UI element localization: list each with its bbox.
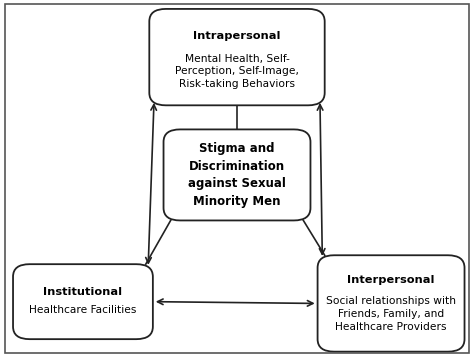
Text: Mental Health, Self-
Perception, Self-Image,
Risk-taking Behaviors: Mental Health, Self- Perception, Self-Im… [175,54,299,89]
Text: Interpersonal: Interpersonal [347,275,435,285]
FancyArrowPatch shape [317,105,325,254]
FancyArrowPatch shape [157,299,313,306]
Text: Healthcare Facilities: Healthcare Facilities [29,305,137,315]
FancyBboxPatch shape [149,9,325,105]
Text: Intrapersonal: Intrapersonal [193,31,281,41]
Text: Institutional: Institutional [44,287,122,297]
FancyBboxPatch shape [164,130,310,220]
Text: Stigma and
Discrimination
against Sexual
Minority Men: Stigma and Discrimination against Sexual… [188,142,286,208]
Text: Social relationships with
Friends, Family, and
Healthcare Providers: Social relationships with Friends, Famil… [326,296,456,332]
FancyBboxPatch shape [13,264,153,339]
FancyBboxPatch shape [318,255,465,352]
FancyArrowPatch shape [146,105,156,263]
